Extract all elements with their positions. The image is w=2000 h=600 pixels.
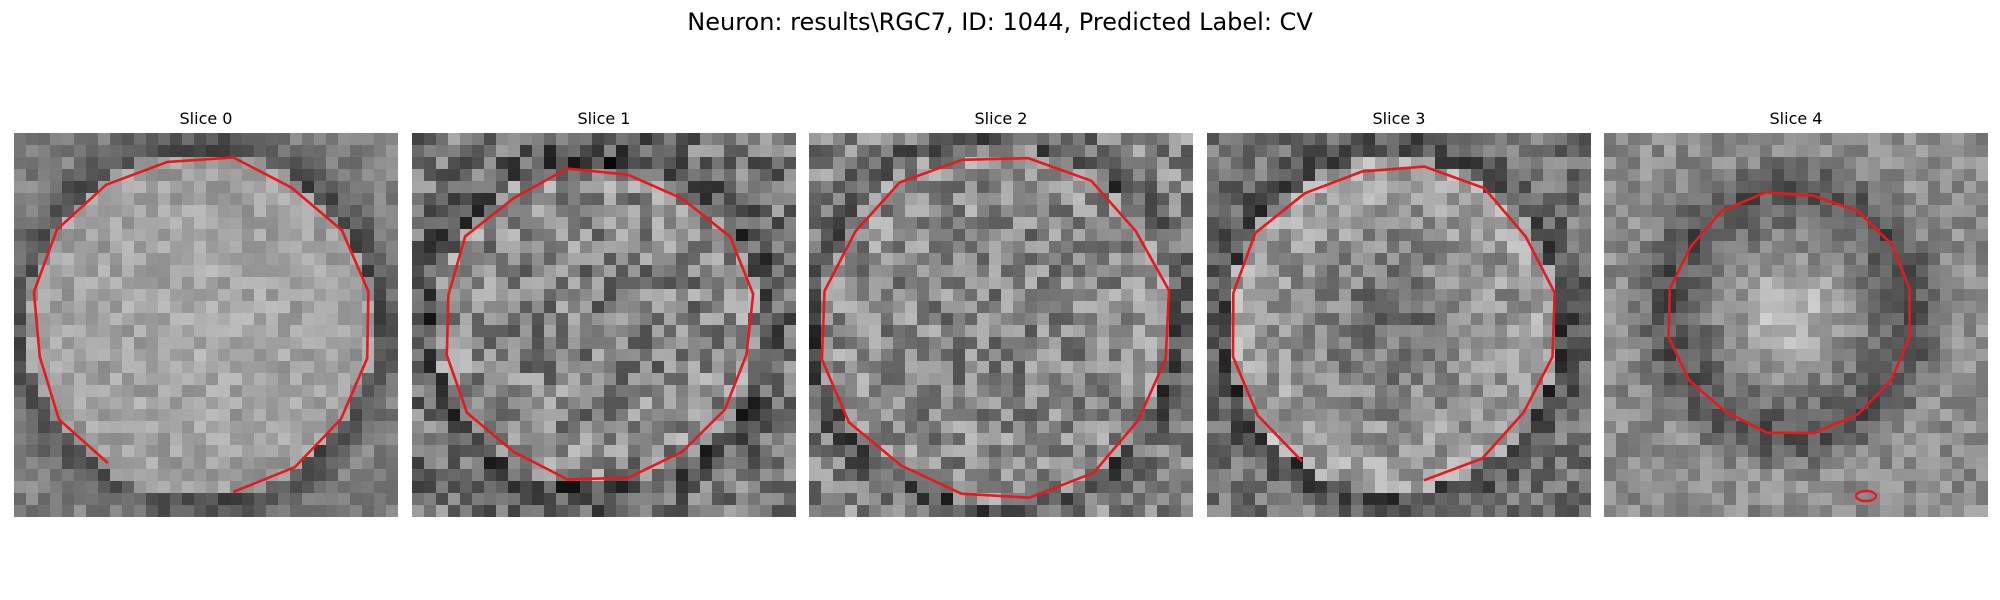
pixel-grid [14, 133, 398, 517]
slice-image-3 [1207, 133, 1591, 517]
slice-panel-0: Slice 0 [14, 108, 398, 517]
slice-title-1: Slice 1 [577, 109, 631, 128]
figure-title: Neuron: results\RGC7, ID: 1044, Predicte… [687, 8, 1313, 36]
segmentation-contour-small [1854, 489, 1878, 503]
segmentation-contour [820, 156, 1171, 500]
slice-title-4: Slice 4 [1769, 109, 1823, 128]
slice-panel-1: Slice 1 [412, 108, 796, 517]
pixel-grid [412, 133, 796, 517]
pixel-grid [1207, 133, 1591, 517]
slice-title-3: Slice 3 [1372, 109, 1426, 128]
slice-title-0: Slice 0 [179, 109, 233, 128]
slice-title-2: Slice 2 [974, 109, 1028, 128]
segmentation-contour [1667, 190, 1911, 435]
slice-panel-3: Slice 3 [1207, 108, 1591, 517]
pixel-grid [1604, 133, 1988, 517]
slice-panel-2: Slice 2 [809, 108, 1193, 517]
slice-image-1 [412, 133, 796, 517]
segmentation-contour [1231, 165, 1557, 482]
slice-image-2 [809, 133, 1193, 517]
segmentation-contour [445, 167, 755, 481]
slice-image-4 [1604, 133, 1988, 517]
pixel-grid [809, 133, 1193, 517]
slice-image-0 [14, 133, 398, 517]
slice-panel-4: Slice 4 [1604, 108, 1988, 517]
segmentation-contour [32, 156, 370, 494]
